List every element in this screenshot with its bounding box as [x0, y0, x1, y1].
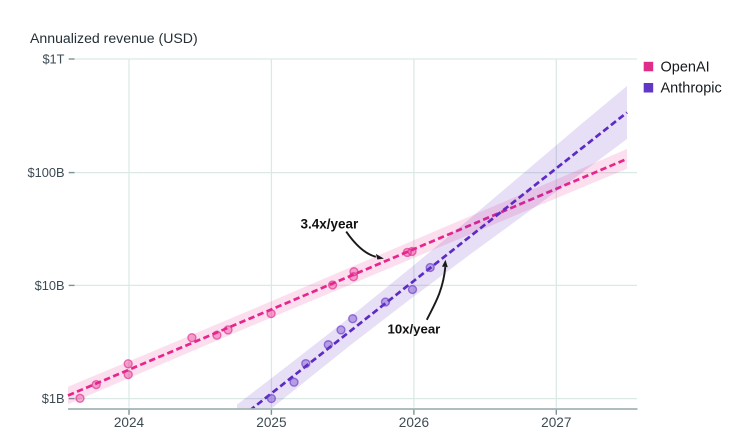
svg-text:Anthropic: Anthropic [661, 81, 722, 97]
svg-text:$1T: $1T [42, 52, 64, 67]
svg-text:2024: 2024 [114, 415, 145, 430]
svg-text:2026: 2026 [399, 415, 429, 430]
svg-text:2025: 2025 [256, 415, 286, 430]
svg-text:$1B: $1B [42, 391, 65, 406]
svg-text:$100B: $100B [27, 165, 64, 180]
svg-text:3.4x/year: 3.4x/year [301, 216, 360, 231]
svg-text:Annualized revenue (USD): Annualized revenue (USD) [30, 30, 198, 46]
svg-text:$10B: $10B [35, 278, 65, 293]
svg-text:OpenAI: OpenAI [661, 59, 710, 75]
svg-text:10x/year: 10x/year [388, 321, 441, 336]
svg-text:2027: 2027 [541, 415, 571, 430]
